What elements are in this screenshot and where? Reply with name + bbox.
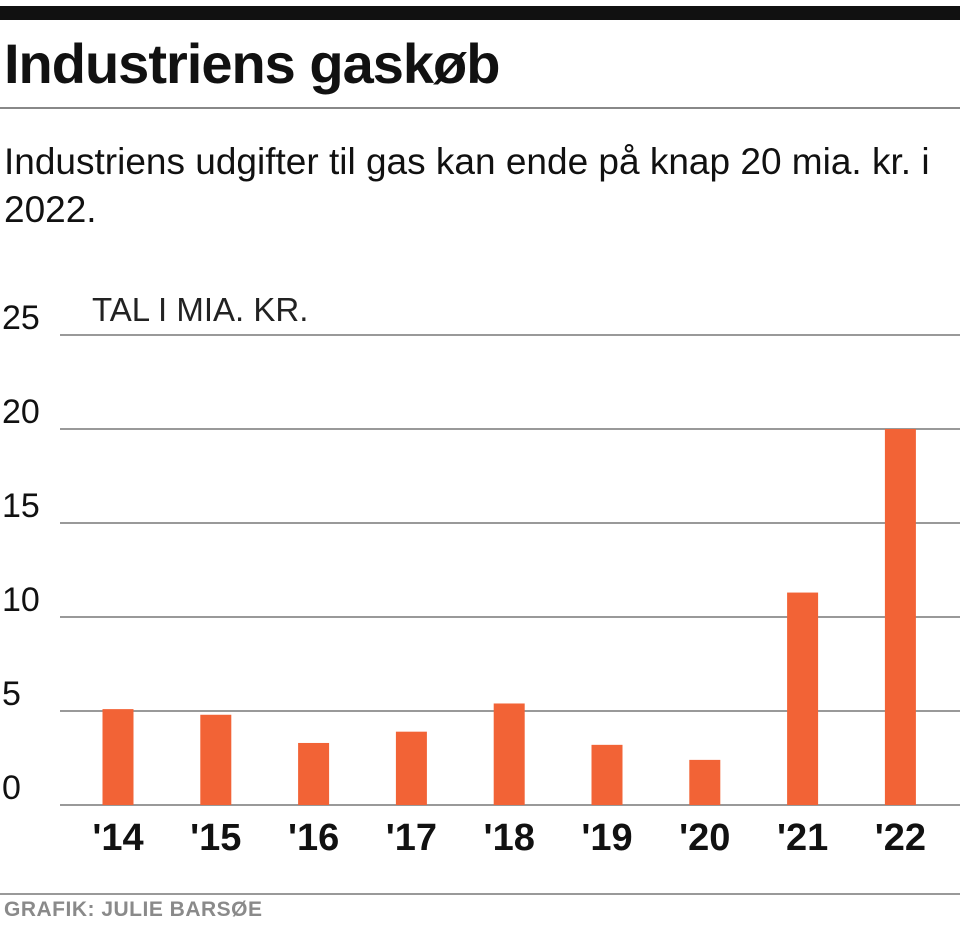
bars: [102, 429, 916, 805]
y-tick-label: 0: [2, 769, 21, 807]
unit-label: TAL I MIA. KR.: [92, 291, 308, 328]
x-tick-label: '21: [777, 817, 828, 859]
axis-labels: 0 5 10 15 20 25 TAL I MIA. KR. '14 '15 '16 '17 '18 '…: [2, 291, 926, 859]
bar-21: [787, 592, 819, 805]
x-tick-label: '15: [190, 817, 241, 859]
y-tick-label: 25: [2, 299, 40, 337]
y-tick-label: 5: [2, 675, 21, 713]
footer-divider: [0, 893, 960, 895]
x-tick-label: '18: [484, 817, 535, 859]
graphic-credit: GRAFIK: JULIE BARSØE: [4, 898, 263, 921]
chart-title: Industriens gaskøb: [4, 32, 500, 95]
bar-20: [689, 759, 721, 805]
chart-subtitle: Industriens udgifter til gas kan ende på…: [4, 141, 930, 230]
bar-22: [884, 429, 916, 805]
x-tick-label: '20: [679, 817, 730, 859]
bar-19: [591, 744, 623, 805]
x-tick-label: '16: [288, 817, 339, 859]
bar-16: [298, 742, 330, 805]
top-rule: [0, 6, 960, 20]
bar-18: [493, 703, 525, 805]
x-tick-label: '14: [92, 817, 143, 859]
bar-14: [102, 709, 134, 805]
bar-15: [200, 714, 232, 805]
x-tick-label: '17: [386, 817, 437, 859]
x-tick-label: '22: [875, 817, 926, 859]
y-tick-label: 15: [2, 487, 40, 525]
bar-chart: 0 5 10 15 20 25 TAL I MIA. KR. '14 '15 '16 '17 '18 '…: [2, 291, 960, 859]
y-tick-label: 20: [2, 393, 40, 431]
title-divider: [0, 107, 960, 109]
y-tick-label: 10: [2, 581, 40, 619]
x-tick-label: '19: [581, 817, 632, 859]
bar-17: [395, 731, 427, 805]
